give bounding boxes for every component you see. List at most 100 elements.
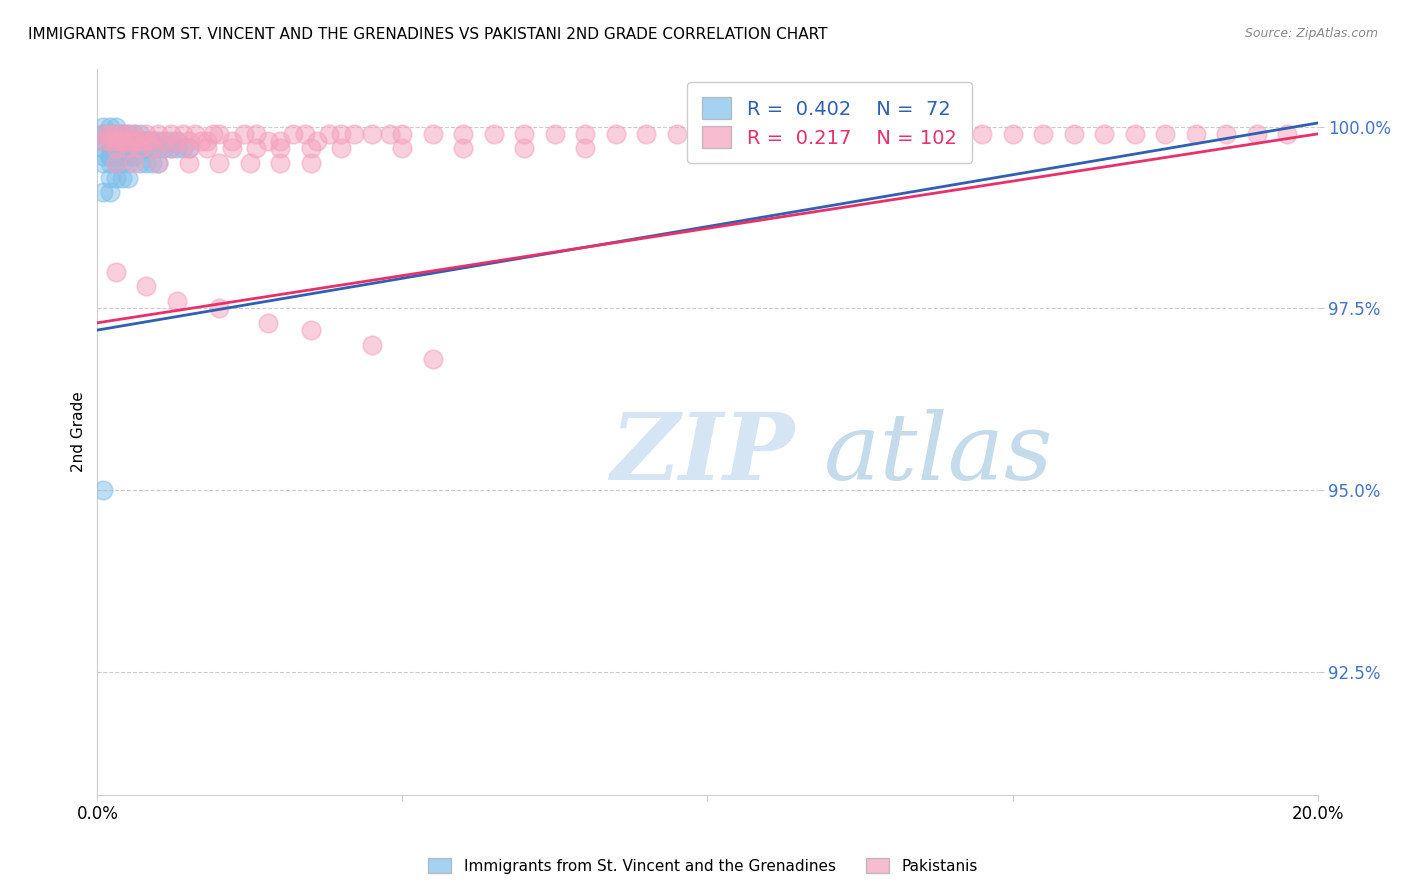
Point [1063, 127, 1085, 141]
Point [98, 149, 121, 163]
Point [117, 156, 139, 170]
Point [135, 134, 157, 148]
Point [141, 156, 163, 170]
Point [299, 141, 322, 155]
Point [605, 127, 627, 141]
Point [111, 127, 134, 141]
Point [257, 134, 280, 148]
Point [111, 156, 134, 170]
Point [294, 127, 316, 141]
Point [1184, 127, 1206, 141]
Point [910, 127, 932, 141]
Point [330, 127, 353, 141]
Point [135, 134, 157, 148]
Point [135, 141, 157, 155]
Point [129, 127, 152, 141]
Point [98, 170, 121, 185]
Point [177, 134, 200, 148]
Point [104, 120, 127, 134]
Point [305, 134, 328, 148]
Point [153, 134, 176, 148]
Point [98, 149, 121, 163]
Point [117, 134, 139, 148]
Point [104, 170, 127, 185]
Point [141, 134, 163, 148]
Point [135, 279, 157, 293]
Point [129, 134, 152, 148]
Text: ZIP: ZIP [610, 409, 794, 499]
Point [141, 141, 163, 155]
Point [122, 141, 145, 155]
Point [422, 127, 444, 141]
Point [422, 352, 444, 367]
Point [202, 127, 225, 141]
Point [111, 134, 134, 148]
Point [1154, 127, 1177, 141]
Point [330, 141, 353, 155]
Point [122, 134, 145, 148]
Point [232, 127, 254, 141]
Point [104, 134, 127, 148]
Point [93, 134, 115, 148]
Point [245, 127, 267, 141]
Point [117, 141, 139, 155]
Point [159, 141, 181, 155]
Point [98, 185, 121, 199]
Point [141, 134, 163, 148]
Point [361, 127, 384, 141]
Point [98, 120, 121, 134]
Point [166, 134, 188, 148]
Point [93, 156, 115, 170]
Point [148, 127, 170, 141]
Point [208, 127, 231, 141]
Point [636, 127, 658, 141]
Point [122, 127, 145, 141]
Point [122, 156, 145, 170]
Point [453, 127, 475, 141]
Point [104, 265, 127, 279]
Point [93, 120, 115, 134]
Point [141, 134, 163, 148]
Point [299, 156, 322, 170]
Point [111, 170, 134, 185]
Point [208, 156, 231, 170]
Point [849, 127, 872, 141]
Point [135, 127, 157, 141]
Point [104, 149, 127, 163]
Point [129, 141, 152, 155]
Point [111, 127, 134, 141]
Point [111, 134, 134, 148]
Point [159, 127, 181, 141]
Point [159, 141, 181, 155]
Point [111, 149, 134, 163]
Point [148, 141, 170, 155]
Point [141, 141, 163, 155]
Point [190, 134, 212, 148]
Point [380, 127, 402, 141]
Point [299, 323, 322, 337]
Point [117, 134, 139, 148]
Point [257, 316, 280, 330]
Point [1001, 127, 1024, 141]
Point [135, 134, 157, 148]
Point [245, 141, 267, 155]
Point [122, 134, 145, 148]
Point [970, 127, 993, 141]
Point [104, 149, 127, 163]
Point [1246, 127, 1268, 141]
Text: Source: ZipAtlas.com: Source: ZipAtlas.com [1244, 27, 1378, 40]
Point [391, 127, 413, 141]
Point [269, 141, 291, 155]
Point [135, 156, 157, 170]
Point [166, 141, 188, 155]
Point [98, 156, 121, 170]
Point [117, 170, 139, 185]
Point [184, 127, 207, 141]
Point [318, 127, 340, 141]
Point [391, 141, 413, 155]
Point [104, 156, 127, 170]
Point [665, 127, 688, 141]
Text: atlas: atlas [824, 409, 1053, 499]
Point [122, 149, 145, 163]
Point [787, 127, 810, 141]
